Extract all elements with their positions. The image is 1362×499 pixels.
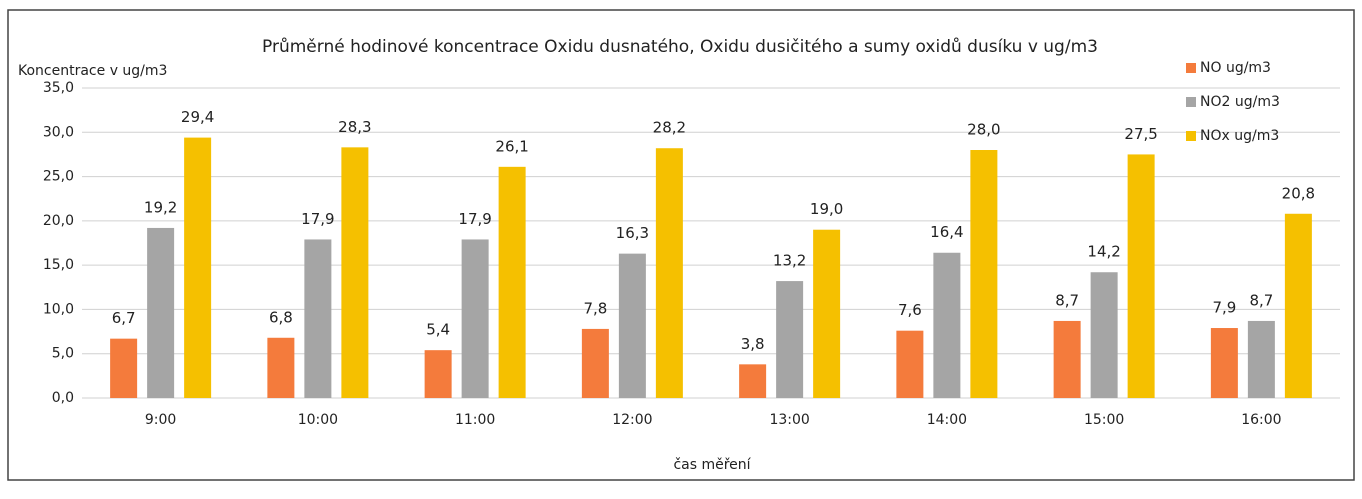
x-tick-label: 15:00 [1084,412,1124,428]
data-label: 28,0 [967,121,1000,139]
data-label: 29,4 [181,108,214,126]
bar [304,239,332,398]
y-tick-label: 10,0 [43,301,74,317]
data-label: 19,0 [810,200,843,218]
bar [267,337,295,398]
data-label: 17,9 [458,210,491,228]
bar [618,253,646,398]
bar [655,148,683,398]
data-label: 17,9 [301,210,334,228]
data-label: 7,8 [583,299,607,317]
data-label: 7,6 [898,301,922,319]
x-tick-label: 9:00 [145,412,176,428]
y-tick-label: 5,0 [52,346,74,362]
y-tick-label: 15,0 [43,257,74,273]
x-tick-label: 11:00 [455,412,495,428]
legend-label: NOx ug/m3 [1200,128,1279,144]
y-tick-label: 25,0 [43,169,74,185]
bar [813,229,841,398]
x-tick-label: 13:00 [769,412,809,428]
legend-swatch [1186,63,1196,73]
bar [424,350,452,398]
bar [147,227,175,398]
y-axis-title: Koncentrace v ug/m3 [18,63,167,79]
legend-label: NO ug/m3 [1200,60,1271,76]
data-label: 8,7 [1249,291,1273,309]
bar [970,150,998,398]
x-tick-label: 16:00 [1241,412,1281,428]
data-label: 20,8 [1282,184,1315,202]
bar [1210,328,1238,398]
x-axis-title: čas měření [673,457,751,473]
bar [498,166,526,398]
data-label: 28,2 [653,119,686,137]
x-tick-label: 14:00 [927,412,967,428]
data-label: 13,2 [773,252,806,270]
bar [739,364,767,398]
y-tick-label: 0,0 [52,390,74,406]
data-label: 7,9 [1212,299,1236,317]
x-tick-label: 12:00 [612,412,652,428]
bar [581,328,609,398]
bar [1284,213,1312,398]
bar [341,147,369,398]
bar [1090,272,1118,398]
data-label: 3,8 [741,335,765,353]
y-tick-label: 30,0 [43,124,74,140]
data-label: 6,7 [112,309,136,327]
data-label: 6,8 [269,308,293,326]
data-label: 16,3 [616,224,649,242]
legend-swatch [1186,97,1196,107]
legend-swatch [1186,131,1196,141]
bar [1247,320,1275,398]
data-label: 8,7 [1055,291,1079,309]
bar [776,281,804,398]
bar [1053,320,1081,398]
data-label: 5,4 [426,321,450,339]
data-label: 19,2 [144,198,177,216]
data-label: 27,5 [1124,125,1157,143]
bar [461,239,489,398]
y-tick-label: 35,0 [43,80,74,96]
bar [184,137,212,398]
bar [1127,154,1155,398]
bar [896,330,924,398]
data-label: 26,1 [495,137,528,155]
bar [110,338,138,398]
data-label: 14,2 [1087,243,1120,261]
y-tick-label: 20,0 [43,213,74,229]
data-label: 28,3 [338,118,371,136]
data-label: 16,4 [930,223,963,241]
chart-title: Průměrné hodinové koncentrace Oxidu dusn… [262,37,1098,57]
bar [933,252,961,398]
x-tick-label: 10:00 [298,412,338,428]
legend-label: NO2 ug/m3 [1200,94,1280,110]
